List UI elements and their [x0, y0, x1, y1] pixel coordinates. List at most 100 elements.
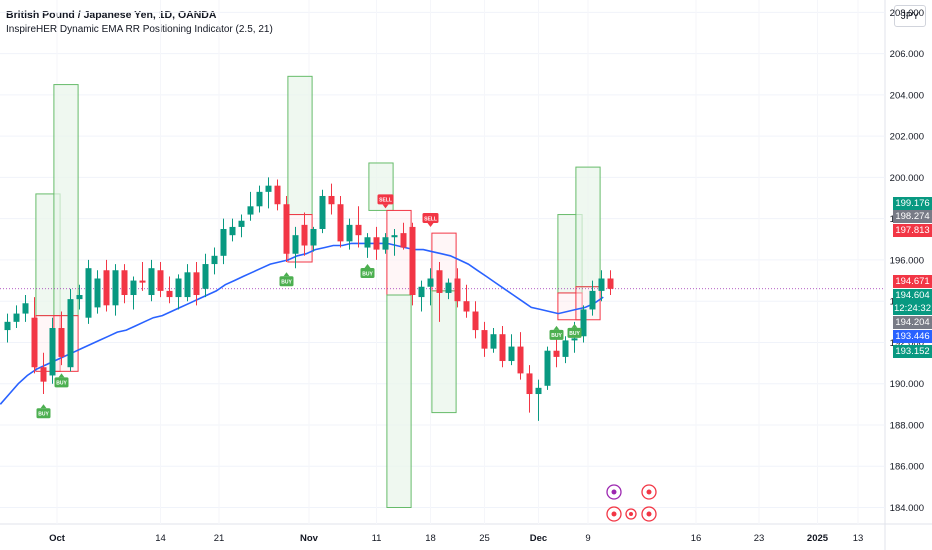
currency-button[interactable]: JPY: [894, 5, 926, 27]
x-tick-label: Dec: [530, 533, 547, 544]
stop-loss-zone: [557, 292, 583, 321]
candle-body: [481, 330, 488, 349]
y-tick-label: 184.000: [890, 503, 924, 514]
x-tick-label: 18: [425, 533, 436, 544]
price-badge: 194.604: [893, 289, 932, 302]
candle-body: [535, 387, 542, 395]
x-tick-label: 16: [691, 533, 702, 544]
candle-body: [256, 191, 263, 207]
candle-body: [418, 286, 425, 298]
candle-body: [589, 290, 596, 310]
y-tick-label: 208.000: [890, 8, 924, 19]
buy-marker: [360, 268, 375, 278]
sell-label: SELL: [379, 198, 392, 204]
candle-body: [94, 278, 101, 308]
y-tick-label: 200.000: [890, 173, 924, 184]
sell-marker: [377, 194, 394, 205]
candle-body: [454, 278, 461, 302]
candle-body: [364, 237, 371, 248]
price-badge: 194.204: [893, 316, 932, 329]
buy-marker: [567, 327, 582, 338]
candle-body: [598, 278, 605, 291]
candle-body: [175, 278, 182, 298]
event-icon-dot: [646, 511, 652, 517]
price-badge: 197.813: [893, 224, 932, 237]
stop-loss-zone: [53, 315, 79, 372]
y-tick-label: 190.000: [890, 379, 924, 390]
candle-body: [571, 338, 578, 341]
y-tick-label: 202.000: [890, 132, 924, 143]
candle-body: [229, 226, 236, 236]
buy-marker-arrow: [553, 325, 560, 330]
candle-body: [508, 346, 515, 362]
take-profit-zone: [575, 166, 601, 288]
candle-body: [184, 272, 191, 298]
candle-body: [319, 195, 326, 229]
event-icon-dot: [629, 512, 633, 516]
candle-body: [580, 309, 587, 337]
y-tick-label: 206.000: [890, 49, 924, 60]
buy-label: BUY: [551, 333, 562, 339]
event-icon-dot: [611, 511, 617, 517]
event-icon-dot: [611, 489, 617, 495]
candle-body: [463, 301, 470, 312]
candle-body: [220, 228, 227, 256]
candle-body: [238, 220, 245, 227]
x-tick-label: 14: [155, 533, 166, 544]
candle-body: [166, 290, 173, 298]
take-profit-zone: [287, 75, 313, 216]
candle-body: [373, 237, 380, 250]
candle-body: [139, 280, 146, 283]
price-badge: 198.274: [893, 210, 932, 223]
candle-body: [13, 313, 20, 322]
candle-body: [211, 255, 218, 265]
price-badge: 199.176: [893, 197, 932, 210]
candle-body: [346, 224, 353, 242]
candle-body: [400, 233, 407, 248]
x-tick-label: 11: [372, 533, 382, 544]
buy-marker: [54, 377, 69, 388]
candle-body: [22, 303, 29, 314]
candle-body: [472, 311, 479, 331]
candle-body: [562, 340, 569, 357]
candle-body: [4, 321, 11, 331]
x-tick-label: 13: [853, 533, 864, 544]
candle-body: [76, 295, 83, 300]
candle-body: [130, 280, 137, 296]
sell-label: SELL: [424, 216, 437, 222]
x-tick-label: Oct: [49, 533, 66, 544]
buy-marker-arrow: [283, 272, 290, 277]
candle-body: [517, 346, 524, 374]
candle-body: [382, 237, 389, 250]
candle-body: [355, 224, 362, 236]
x-tick-label: 25: [479, 533, 490, 544]
buy-marker-arrow: [58, 373, 65, 378]
buy-marker-arrow: [40, 404, 47, 409]
stop-loss-zone: [431, 232, 457, 292]
candle-body: [283, 204, 290, 254]
candle-body: [490, 334, 497, 349]
y-tick-label: 192.000: [890, 338, 924, 349]
candle-body: [499, 334, 506, 362]
sell-marker: [422, 212, 439, 223]
candle-body: [31, 317, 38, 368]
candle-body: [436, 270, 443, 293]
candle-body: [265, 185, 272, 192]
event-icon-dot: [646, 489, 652, 495]
candle-body: [148, 268, 155, 296]
sell-marker-arrow: [382, 204, 389, 209]
buy-marker: [36, 408, 51, 419]
candle-body: [391, 235, 398, 238]
candle-body: [202, 264, 209, 289]
stop-loss-zone: [575, 286, 601, 321]
buy-label: BUY: [569, 331, 580, 337]
candle-body: [49, 328, 56, 376]
buy-marker-arrow: [571, 323, 578, 328]
candle-body: [553, 350, 560, 357]
candle-body: [310, 228, 317, 246]
price-badge: 193.446: [893, 330, 932, 343]
buy-label: BUY: [281, 280, 292, 286]
candle-body: [274, 185, 281, 205]
candle-body: [112, 270, 119, 306]
